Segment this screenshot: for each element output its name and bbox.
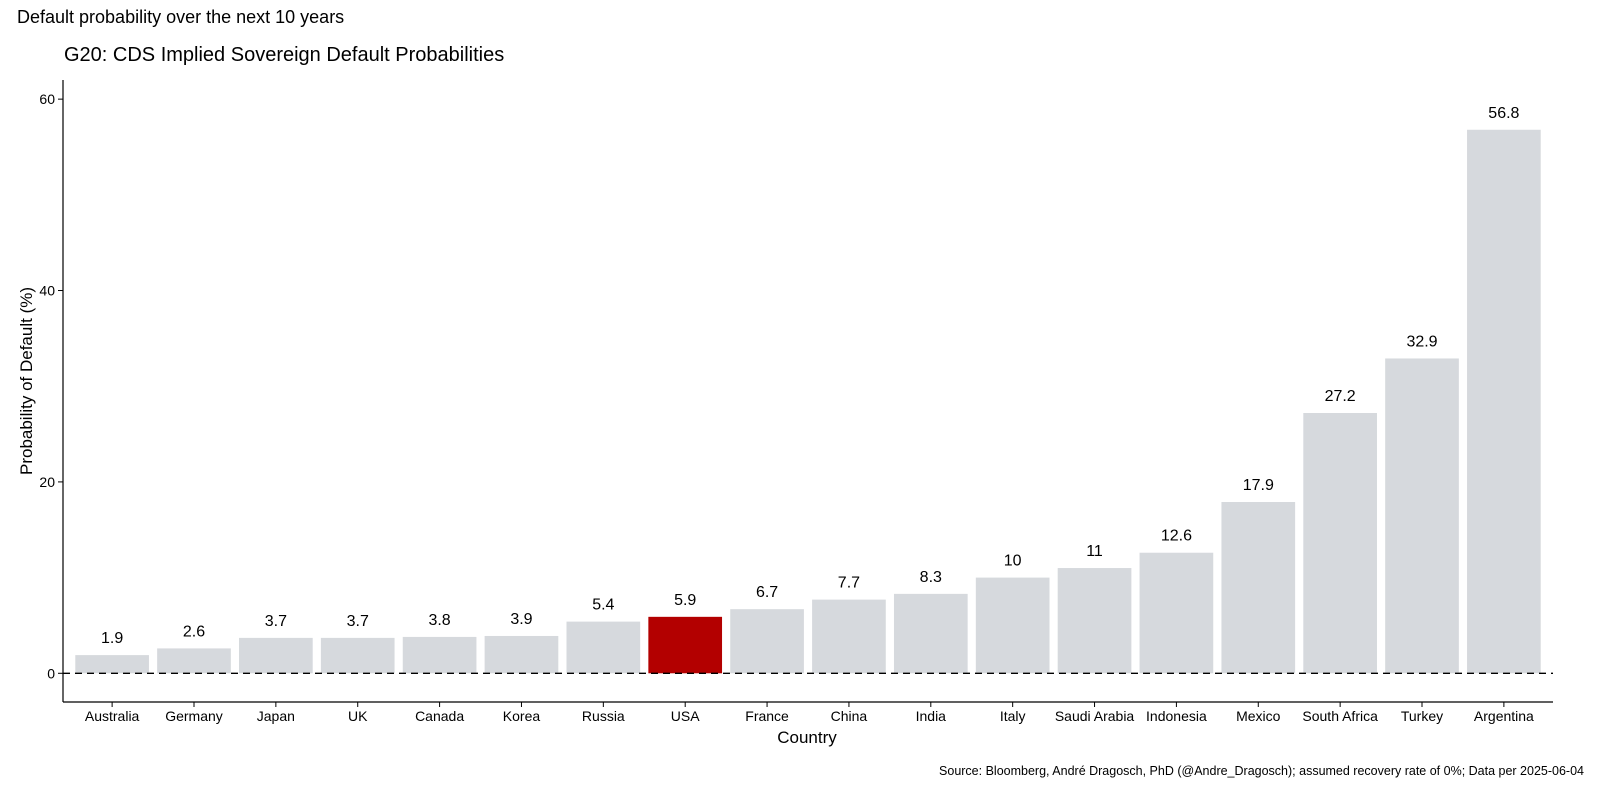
x-tick-label: Saudi Arabia	[1055, 708, 1135, 724]
x-tick-label: Mexico	[1236, 708, 1281, 724]
data-labels-group: 1.9 2.6 3.7 3.7 3.8 3.9 5.4 5.9 6.7 7.7 8.3 10 11 12.…	[101, 105, 1520, 647]
bar-india	[893, 593, 968, 674]
y-axis-label: Probability of Default (%)	[17, 287, 36, 475]
x-tick-label: Germany	[165, 708, 223, 724]
bar-russia	[566, 621, 641, 674]
x-tick-label: Italy	[1000, 708, 1026, 724]
x-tick-label: Turkey	[1401, 708, 1443, 724]
data-label: 12.6	[1161, 528, 1192, 545]
bar-germany	[157, 648, 231, 674]
y-tick-label: 60	[39, 91, 55, 107]
bar-china	[812, 599, 886, 674]
data-label: 6.7	[756, 584, 778, 601]
x-tick-label: Japan	[257, 708, 295, 724]
bar-korea	[484, 635, 559, 674]
data-label: 10	[1004, 553, 1022, 570]
data-label: 3.9	[510, 611, 532, 628]
source-caption: Source: Bloomberg, André Dragosch, PhD (…	[939, 764, 1584, 778]
data-label: 2.6	[183, 623, 205, 640]
x-tick-label: Australia	[85, 708, 140, 724]
bar-saudi-arabia	[1057, 568, 1132, 674]
bar-australia	[75, 655, 149, 674]
chart-title: G20: CDS Implied Sovereign Default Proba…	[64, 44, 504, 66]
x-tick-label: Korea	[503, 708, 541, 724]
x-tick-label: Canada	[415, 708, 464, 724]
data-label: 56.8	[1488, 105, 1519, 122]
x-tick-label: USA	[671, 708, 700, 724]
x-tick-label: UK	[348, 708, 368, 724]
data-label: 5.9	[674, 592, 696, 609]
y-tick-label: 0	[47, 665, 55, 681]
bar-japan	[239, 637, 313, 674]
bar-usa	[648, 616, 723, 674]
x-tick-label: France	[745, 708, 789, 724]
bar-canada	[402, 636, 477, 674]
bar-indonesia	[1139, 552, 1214, 674]
bar-uk	[320, 637, 395, 674]
data-label: 32.9	[1406, 333, 1437, 350]
bar-mexico	[1221, 502, 1296, 674]
data-label: 3.7	[265, 613, 287, 630]
data-label: 17.9	[1243, 477, 1274, 494]
x-tick-label: China	[831, 708, 868, 724]
x-tick-label: Indonesia	[1146, 708, 1207, 724]
data-label: 5.4	[592, 597, 614, 614]
x-axis-label: Country	[777, 728, 837, 747]
data-label: 7.7	[838, 575, 860, 592]
bar-south-africa	[1303, 413, 1377, 674]
bar-turkey	[1385, 358, 1459, 674]
bars-group	[75, 129, 1541, 674]
x-tick-label: South Africa	[1302, 708, 1378, 724]
x-tick-label: Russia	[582, 708, 625, 724]
chart-subtitle: Default probability over the next 10 yea…	[17, 7, 344, 27]
x-axis: Australia Germany Japan UK Canada Korea Russia…	[63, 701, 1553, 724]
y-axis: 0 20 40 60	[39, 80, 64, 702]
x-tick-label: Argentina	[1474, 708, 1534, 724]
data-label: 8.3	[920, 569, 942, 586]
data-label: 3.7	[347, 613, 369, 630]
data-label: 3.8	[428, 612, 450, 629]
data-label: 27.2	[1325, 388, 1356, 405]
y-tick-label: 20	[39, 474, 55, 490]
data-label: 11	[1086, 543, 1103, 560]
bar-france	[730, 609, 804, 674]
bar-argentina	[1467, 129, 1541, 674]
data-label: 1.9	[101, 630, 123, 647]
bar-italy	[975, 577, 1050, 674]
y-tick-label: 40	[39, 283, 55, 299]
x-tick-label: India	[916, 708, 947, 724]
